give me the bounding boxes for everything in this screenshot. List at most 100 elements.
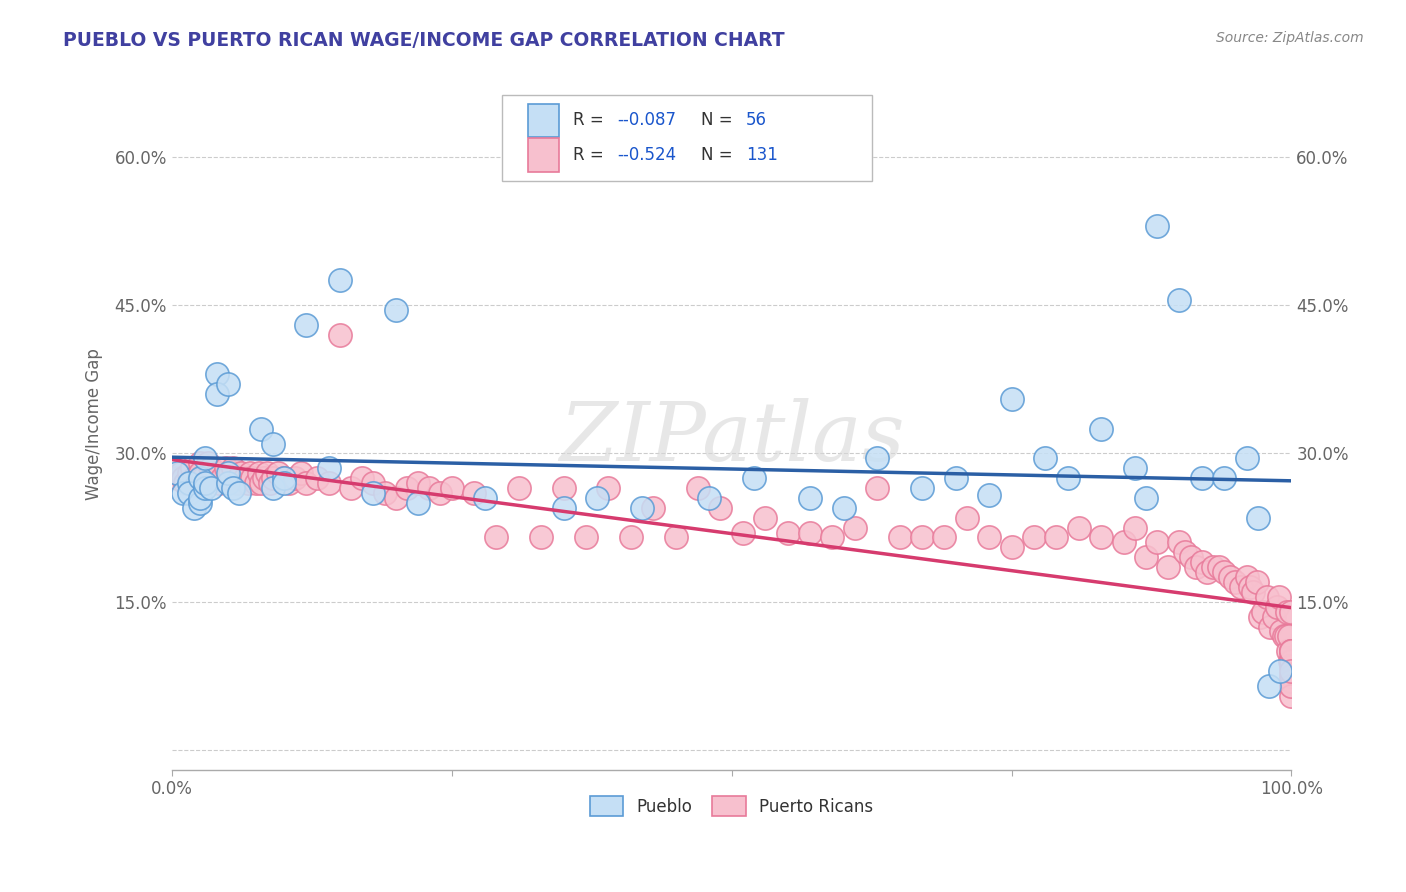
Point: [205, 387, 228, 401]
Point: [1219, 570, 1241, 584]
Point: [217, 476, 239, 491]
Point: [1281, 654, 1303, 668]
Point: [1281, 679, 1303, 693]
Point: [1213, 471, 1236, 485]
Point: [1056, 471, 1078, 485]
Point: [1033, 451, 1056, 466]
Point: [284, 471, 307, 485]
Point: [384, 302, 406, 317]
Point: [256, 466, 278, 480]
Point: [250, 476, 273, 491]
Point: [1123, 461, 1146, 475]
Point: [188, 491, 211, 505]
Legend: Pueblo, Puerto Ricans: Pueblo, Puerto Ricans: [582, 788, 882, 824]
Point: [1230, 580, 1253, 594]
Point: [866, 481, 889, 495]
Point: [295, 476, 318, 491]
Point: [191, 471, 214, 485]
Point: [1281, 644, 1303, 658]
Point: [259, 476, 281, 491]
Point: [553, 481, 575, 495]
Point: [979, 488, 1001, 502]
Point: [228, 486, 250, 500]
Point: [217, 377, 239, 392]
Point: [363, 476, 385, 491]
Text: --0.524: --0.524: [617, 146, 676, 164]
Point: [384, 491, 406, 505]
Point: [1275, 629, 1298, 643]
Point: [1265, 599, 1288, 614]
Point: [1281, 605, 1303, 619]
Point: [183, 471, 205, 485]
Point: [1281, 664, 1303, 678]
Point: [1135, 491, 1157, 505]
Point: [166, 471, 188, 485]
Point: [318, 461, 340, 475]
Point: [508, 481, 530, 495]
Point: [776, 525, 799, 540]
Point: [945, 471, 967, 485]
Point: [731, 525, 754, 540]
Point: [307, 471, 329, 485]
Point: [1045, 531, 1067, 545]
Point: [709, 500, 731, 515]
Point: [643, 500, 665, 515]
Point: [799, 525, 821, 540]
Point: [183, 500, 205, 515]
Point: [245, 476, 267, 491]
Point: [866, 451, 889, 466]
Point: [1246, 574, 1268, 589]
Point: [273, 471, 295, 485]
FancyBboxPatch shape: [527, 103, 560, 137]
Point: [217, 466, 239, 480]
Point: [418, 481, 440, 495]
Point: [1241, 585, 1264, 599]
Point: [172, 486, 194, 500]
Point: [1225, 574, 1247, 589]
Point: [177, 486, 200, 500]
Point: [1278, 629, 1301, 643]
Text: N =: N =: [702, 146, 738, 164]
Point: [200, 461, 222, 475]
Point: [217, 471, 239, 485]
Point: [262, 481, 284, 495]
Point: [197, 456, 219, 470]
Point: [1281, 669, 1303, 683]
Point: [1000, 541, 1022, 555]
Point: [352, 471, 374, 485]
Point: [329, 273, 352, 287]
Point: [1202, 560, 1225, 574]
Point: [194, 481, 217, 495]
Point: [236, 476, 259, 491]
Point: [231, 466, 253, 480]
Point: [1236, 451, 1258, 466]
Point: [188, 456, 211, 470]
Point: [214, 461, 236, 475]
Point: [273, 471, 295, 485]
Text: --0.087: --0.087: [617, 112, 676, 129]
Point: [911, 481, 934, 495]
Point: [1247, 510, 1270, 524]
Point: [889, 531, 911, 545]
Point: [799, 491, 821, 505]
Point: [429, 486, 451, 500]
FancyBboxPatch shape: [527, 138, 560, 171]
Text: Source: ZipAtlas.com: Source: ZipAtlas.com: [1216, 31, 1364, 45]
Point: [1112, 535, 1135, 549]
Point: [247, 466, 270, 480]
Point: [844, 520, 866, 534]
Point: [208, 476, 231, 491]
Point: [697, 491, 720, 505]
Point: [1191, 471, 1213, 485]
Point: [1168, 293, 1191, 307]
Y-axis label: Wage/Income Gap: Wage/Income Gap: [86, 348, 103, 500]
Text: ZIPatlas: ZIPatlas: [558, 398, 904, 477]
Point: [1253, 605, 1275, 619]
Point: [363, 486, 385, 500]
Point: [832, 500, 855, 515]
Point: [239, 466, 262, 480]
Point: [463, 486, 485, 500]
Point: [1168, 535, 1191, 549]
Point: [233, 471, 256, 485]
Text: PUEBLO VS PUERTO RICAN WAGE/INCOME GAP CORRELATION CHART: PUEBLO VS PUERTO RICAN WAGE/INCOME GAP C…: [63, 31, 785, 50]
